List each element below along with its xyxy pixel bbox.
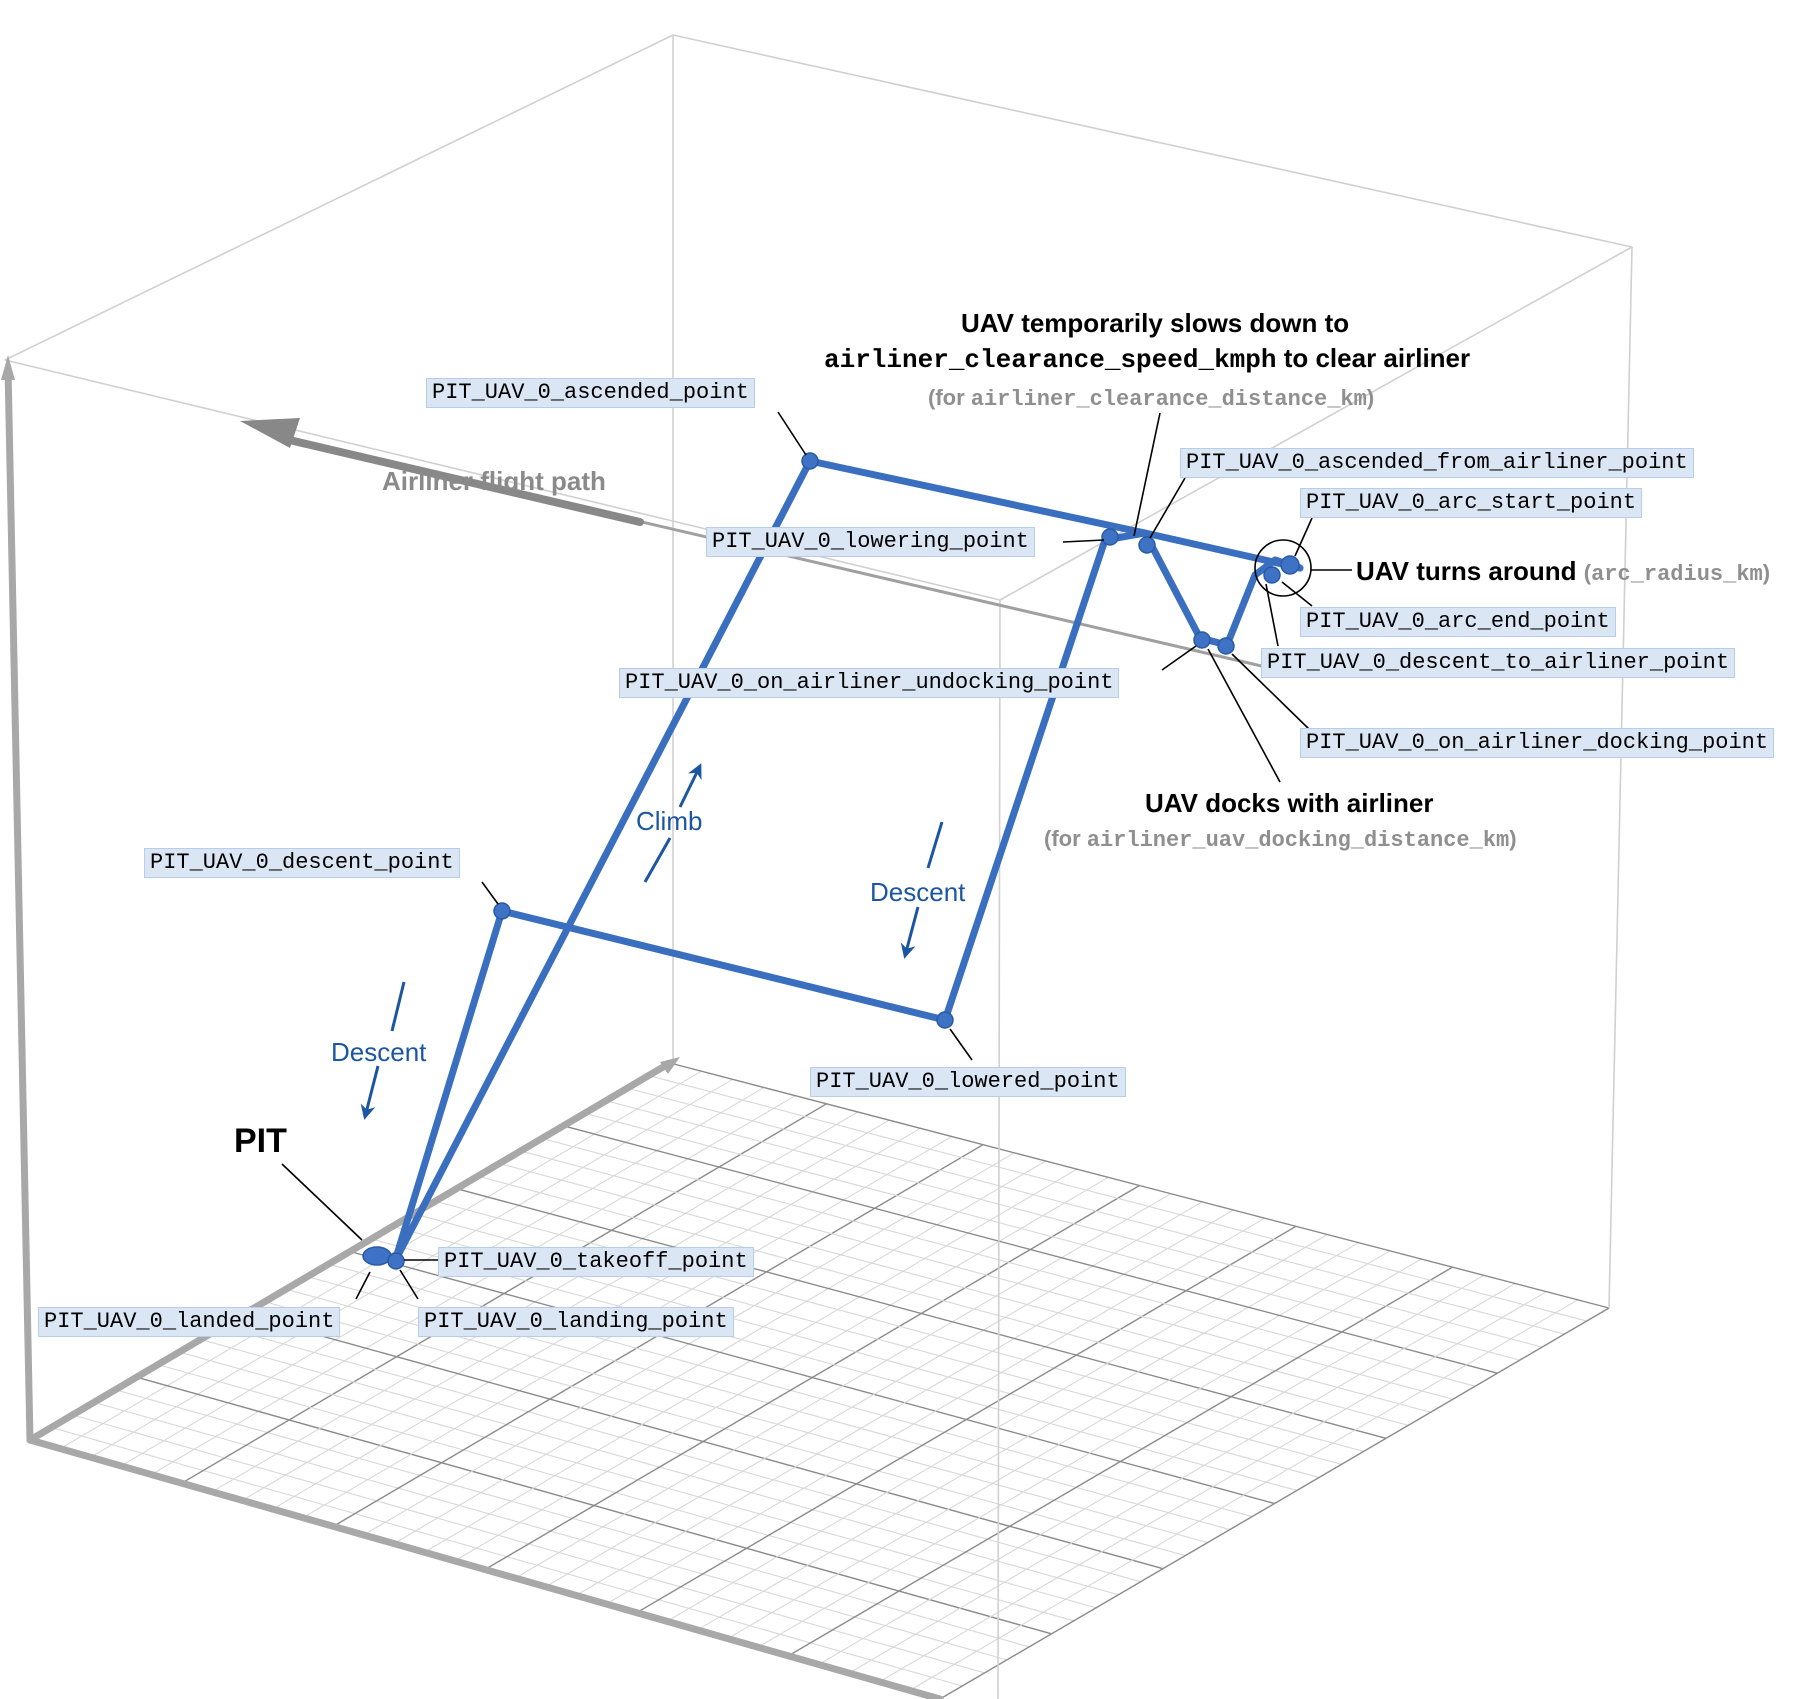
label-ascended-point: PIT_UAV_0_ascended_point [426,378,755,408]
slowdown-heading-tail: to clear airliner [1276,343,1471,373]
label-ascended-from-airliner-point: PIT_UAV_0_ascended_from_airliner_point [1180,448,1694,478]
waypoint-arc-start [1280,555,1300,575]
label-lowering-point: PIT_UAV_0_lowering_point [706,527,1035,557]
floor-grid-line [848,1283,1516,1674]
floor-grid-line [697,1242,1359,1631]
floor-grid [29,1062,1610,1699]
waypoint-lowering [1101,528,1119,546]
bounding-box [4,34,1633,1699]
label-arc-start-point: PIT_UAV_0_arc_start_point [1300,488,1643,518]
descent-label-left: Descent [331,1037,427,1067]
floor-grid-line [666,1234,1328,1622]
floor-grid-line [909,1299,1578,1691]
turns-around-text: UAV turns around [1356,556,1577,586]
waypoint-ascended-from-airliner [1138,536,1156,554]
floor-grid-line [757,1258,1422,1648]
label-descent-to-airliner-point: PIT_UAV_0_descent_to_airliner_point [1261,648,1736,678]
waypoint-arc-end [1263,566,1281,584]
floor-grid-line [584,1112,1520,1361]
floor-grid-line [818,1274,1485,1665]
floor-grid-line [787,1266,1453,1657]
label-arc-end-point: PIT_UAV_0_arc_end_point [1300,607,1616,637]
uav-flight-path [376,457,1304,1265]
floor-grid-line [727,1250,1391,1640]
label-takeoff-point: PIT_UAV_0_takeoff_point [438,1247,754,1277]
arc-marker-circle [1254,539,1312,597]
floor-grid-line [484,1184,1140,1571]
label-landing-point: PIT_UAV_0_landing_point [418,1307,734,1337]
descent-label-right: Descent [870,877,966,907]
slowdown-heading-line1: UAV temporarily slows down to [961,308,1350,338]
floor-grid-line [636,1225,1297,1614]
docks-note-open: (for [1044,826,1087,851]
floor-grid-line [627,1087,1565,1335]
waypoint-undocking [1193,631,1211,649]
label-landed-point: PIT_UAV_0_landed_point [38,1307,341,1337]
arc-radius-param: arc_radius_km [1591,562,1763,587]
slowdown-note: (for airliner_clearance_distance_km) [928,385,1374,412]
slowdown-heading-line2: airliner_clearance_speed_kmph to clear a… [824,343,1470,375]
docks-note: (for airliner_uav_docking_distance_km) [1044,826,1517,853]
slowdown-note-close: ) [1366,385,1375,410]
turns-note-open: ( [1583,560,1592,585]
waypoints [362,452,1300,1270]
waypoint-takeoff [387,1252,405,1270]
floor-grid-line [879,1291,1547,1683]
phase-arrows [360,763,944,1120]
docks-heading: UAV docks with airliner [1145,788,1434,818]
floor-grid-line [939,1307,1610,1699]
turns-around-note: (arc_radius_km) [1583,560,1771,587]
slowdown-distance-param: airliner_clearance_distance_km [970,387,1367,412]
waypoint-docking [1217,637,1235,655]
slowdown-note-open: (for [928,385,971,410]
waypoint-descent [493,902,511,920]
floor-grid-line [669,1062,1610,1309]
floor-grid-line [605,1100,1543,1348]
leader-lines [281,411,1352,1300]
turns-note-close: ) [1762,560,1771,585]
floor-grid-line [648,1075,1587,1322]
floor-grid-line [499,1163,1431,1413]
pit-label: PIT [234,1122,287,1160]
climb-label: Climb [636,806,703,836]
airliner-flight-path-label: Airliner flight path [382,466,606,496]
axes [1,355,944,1699]
docks-note-close: ) [1509,826,1517,851]
label-on-airliner-undocking-point: PIT_UAV_0_on_airliner_undocking_point [619,668,1120,698]
waypoint-landed [362,1246,392,1266]
waypoint-lowered [936,1011,954,1029]
label-descent-point: PIT_UAV_0_descent_point [144,848,460,878]
label-lowered-point: PIT_UAV_0_lowered_point [810,1067,1126,1097]
waypoint-ascended [801,452,819,470]
turns-around-heading: UAV turns around (arc_radius_km) [1356,556,1770,587]
slowdown-speed-param: airliner_clearance_speed_kmph [824,345,1277,375]
label-on-airliner-docking-point: PIT_UAV_0_on_airliner_docking_point [1300,728,1775,758]
floor-grid-line [477,1175,1409,1426]
docking-distance-param: airliner_uav_docking_distance_km [1086,828,1510,853]
